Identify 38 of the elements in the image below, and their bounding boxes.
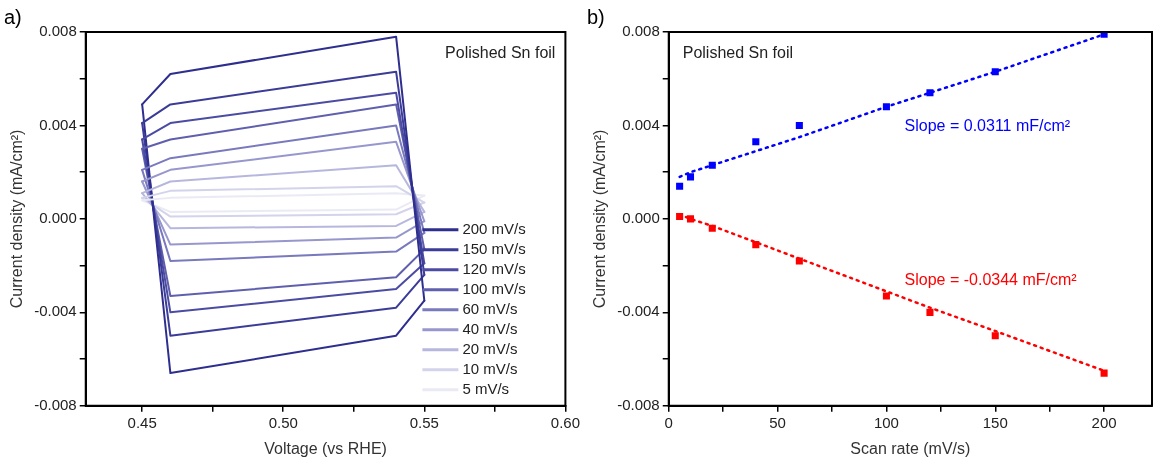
legend-label: 120 mV/s	[462, 259, 526, 277]
annotation: Polished Sn foil	[682, 44, 794, 61]
y-tick-label: -0.008	[617, 395, 660, 413]
y-tick-label: -0.004	[34, 302, 77, 320]
annotation: Polished Sn foil	[445, 44, 556, 61]
y-axis-title: Current density (mA/cm²)	[591, 129, 609, 309]
x-tick-label: 0.50	[268, 413, 298, 431]
x-tick-label: 100	[873, 413, 899, 431]
x-tick-label: 200	[1091, 413, 1117, 431]
annotation: Slope = 0.0311 mF/cm²	[904, 117, 1071, 135]
chart-title: b)	[587, 5, 605, 28]
annotation: Slope = -0.0344 mF/cm²	[904, 271, 1078, 289]
x-tick-label: 0.55	[409, 413, 439, 431]
legend-label: 40 mV/s	[462, 319, 518, 337]
x-axis-title: Scan rate (mV/s)	[850, 439, 971, 457]
y-axis-title: Current density (mA/cm²)	[8, 129, 26, 309]
y-tick-label: 0.004	[622, 115, 660, 133]
y-tick-label: 0.008	[39, 22, 77, 40]
x-tick-label: 0.45	[127, 413, 157, 431]
legend-label: 60 mV/s	[462, 299, 518, 317]
y-tick-label: 0.000	[622, 209, 660, 227]
x-tick-label: 0	[664, 413, 673, 431]
y-tick-label: 0.000	[39, 209, 77, 227]
legend-label: 10 mV/s	[462, 359, 518, 377]
legend-label: 150 mV/s	[462, 239, 526, 257]
legend-label: 100 mV/s	[462, 279, 526, 297]
y-tick-label: -0.004	[617, 302, 660, 320]
x-tick-label: 0.60	[550, 413, 580, 431]
chart-title: a)	[4, 5, 22, 28]
legend-label: 20 mV/s	[462, 339, 518, 357]
y-tick-label: -0.008	[34, 395, 77, 413]
y-tick-label: 0.004	[39, 115, 77, 133]
x-tick-label: 150	[982, 413, 1008, 431]
x-axis-title: Voltage (vs RHE)	[264, 439, 387, 457]
legend-label: 5 mV/s	[462, 379, 510, 397]
y-tick-label: 0.008	[622, 22, 660, 40]
x-tick-label: 50	[769, 413, 786, 431]
legend-label: 200 mV/s	[462, 219, 526, 237]
